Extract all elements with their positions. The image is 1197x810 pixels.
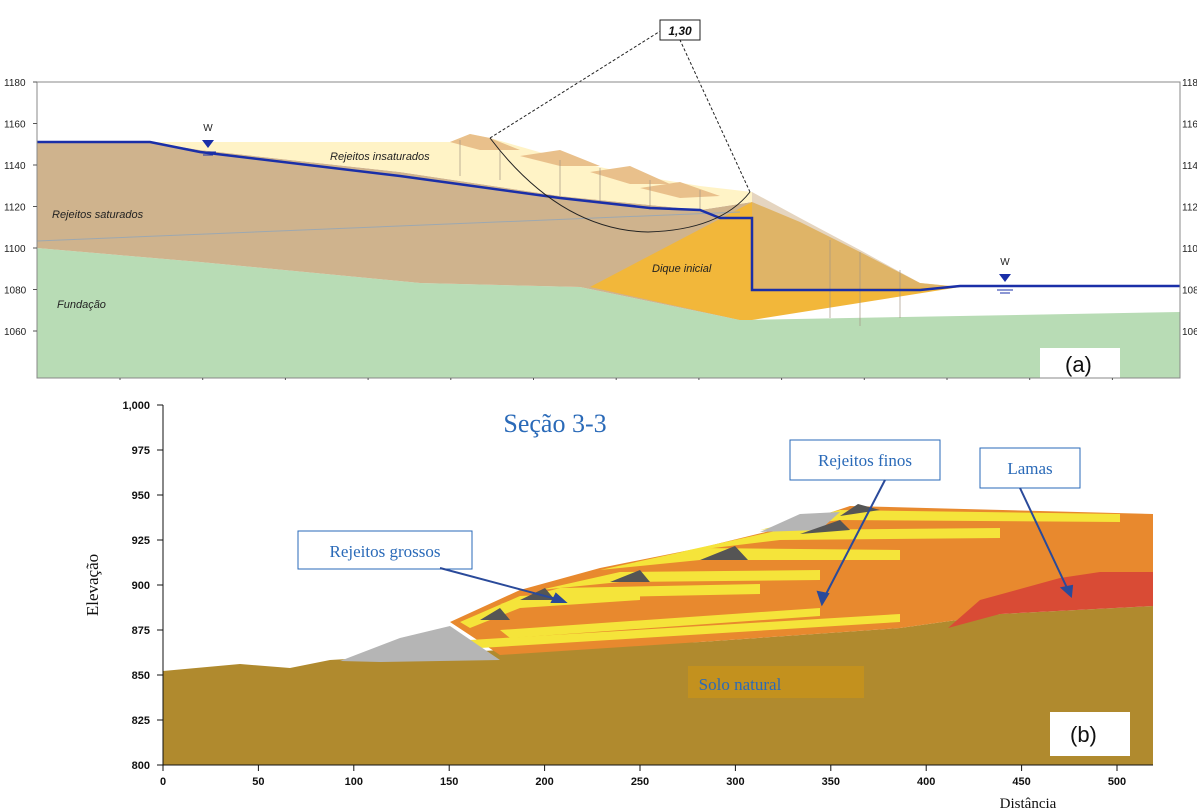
a-y-tick-label-left: 1100 (4, 244, 26, 255)
label-box-fine: Rejeitos finos (789, 439, 941, 481)
b-y-tick-label: 1,000 (122, 400, 150, 412)
b-x-tick-label: 350 (822, 776, 840, 788)
factor-of-safety-value: 1,30 (668, 24, 692, 38)
raising-dikes (450, 134, 720, 198)
b-x-tick-label: 200 (535, 776, 553, 788)
svg-text:W: W (203, 123, 213, 134)
b-y-tick-label: 950 (132, 490, 150, 502)
b-y-tick-label: 900 (132, 580, 150, 592)
a-y-tick-label-left: 1060 (4, 327, 27, 338)
b-y-tick-label: 875 (132, 625, 150, 637)
a-y-tick-label-right: 1160 (1182, 120, 1197, 131)
a-y-tick-label-left: 1140 (4, 161, 26, 172)
b-y-tick-label: 825 (132, 715, 150, 727)
panel-a-y-axis: 1180 1180 1160 1160 1140 1140 1120 1120 1100 1100… (4, 78, 1197, 338)
label-arrows (439, 479, 1074, 607)
foundation-layer (37, 248, 1180, 378)
downstream-slope (752, 192, 960, 290)
a-y-tick-label-right: 1060 (1182, 327, 1197, 338)
b-x-tick-label: 250 (631, 776, 649, 788)
slip-surface (489, 137, 751, 233)
a-y-tick-label-left: 1180 (4, 78, 26, 89)
b-y-tick-label: 800 (132, 760, 150, 772)
svg-text:Rejeitos grossos: Rejeitos grossos (330, 542, 441, 561)
reference-line (36, 211, 741, 242)
natural-soil-layer (163, 606, 1153, 765)
b-x-tick-label: 500 (1108, 776, 1126, 788)
panel-a-label-box (1040, 348, 1120, 380)
svg-text:Solo natural: Solo natural (699, 675, 782, 694)
a-y-tick-label-right: 1120 (1182, 203, 1197, 214)
factor-of-safety-box (659, 19, 701, 41)
svg-text:Lamas: Lamas (1007, 459, 1052, 478)
label-saturated-tailings: Rejeitos saturados (52, 209, 144, 221)
label-foundation: Fundação (57, 299, 106, 311)
a-y-tick-label-right: 1140 (1182, 161, 1197, 172)
panel-b-label: (b) (1070, 722, 1097, 747)
x-axis-label: Distância (1000, 796, 1057, 810)
b-x-tick-label: 0 (160, 776, 166, 788)
b-x-tick-label: 50 (252, 776, 264, 788)
panel-b-label-box (1050, 712, 1130, 756)
panel-b-x-axis: 0 50 100 150 200 250 300 350 400 450 500 (160, 765, 1126, 788)
label-box-coarse: Rejeitos grossos (297, 530, 473, 570)
y-axis-label: Elevação (83, 554, 102, 616)
panel-a-label: (a) (1065, 352, 1092, 377)
water-marker-downstream: W (997, 257, 1013, 294)
panel-a-x-axis: 4080120160200240280320360400440480520 (119, 378, 1113, 380)
fs-leader-left (489, 29, 663, 139)
panel-a-plot-frame (36, 81, 1181, 379)
b-y-tick-label: 975 (132, 445, 150, 457)
label-starter-dike: Dique inicial (652, 263, 712, 275)
label-box-slimes: Lamas (979, 447, 1081, 489)
water-marker-upstream: W (200, 123, 216, 156)
a-y-tick-label-left: 1080 (4, 286, 27, 297)
unsaturated-tailings-layer (150, 134, 752, 210)
svg-text:W: W (1000, 257, 1010, 268)
a-y-tick-label-right: 1100 (1182, 244, 1197, 255)
b-y-tick-label: 850 (132, 670, 150, 682)
b-x-tick-label: 150 (440, 776, 458, 788)
b-x-tick-label: 300 (726, 776, 744, 788)
coarse-wedge-toe (340, 626, 500, 662)
coarse-tailings-bands (460, 510, 1120, 648)
a-y-tick-label-right: 1180 (1182, 78, 1197, 89)
section-title: Seção 3-3 (503, 409, 606, 438)
stability-section-panel-a: 1,30 W W Rejeitos insaturados Rejeitos s… (4, 19, 1197, 380)
slimes-layer (948, 572, 1153, 628)
saturated-tailings-layer (37, 142, 752, 320)
b-x-tick-label: 100 (345, 776, 363, 788)
b-x-tick-label: 400 (917, 776, 935, 788)
svg-text:Rejeitos finos: Rejeitos finos (818, 451, 912, 470)
a-y-tick-label-left: 1120 (4, 203, 26, 214)
fs-leader-right (679, 39, 751, 193)
section-3-3-panel-b: Seção 3-3 Rejeitos grossos Rejeitos fino… (83, 400, 1153, 810)
label-natural-soil: Solo natural (688, 666, 864, 698)
label-unsaturated-tailings: Rejeitos insaturados (330, 151, 430, 163)
fine-tailings-layer (450, 506, 1153, 655)
panel-b-y-axis: 1,000 975 950 925 900 875 850 825 800 (122, 400, 163, 772)
a-y-tick-label-left: 1160 (4, 120, 26, 131)
a-y-tick-label-right: 1080 (1182, 286, 1197, 297)
b-x-tick-label: 450 (1012, 776, 1030, 788)
b-y-tick-label: 925 (132, 535, 150, 547)
